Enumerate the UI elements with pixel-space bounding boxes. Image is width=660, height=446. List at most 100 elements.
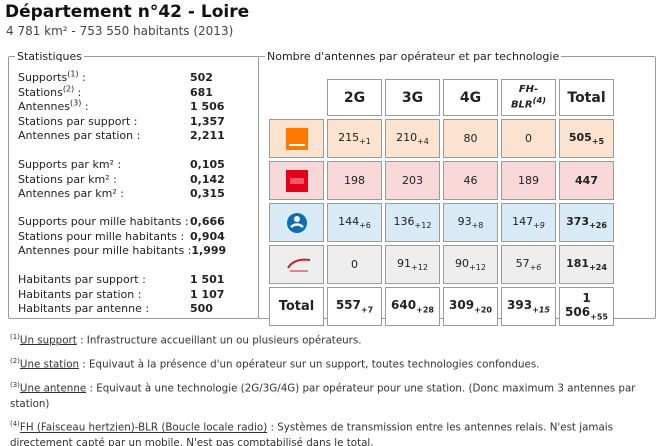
stat-row: Antennes pour mille habitants :1,999: [18, 244, 250, 259]
table-cell: 57+6: [501, 245, 556, 284]
cell-delta: +9: [533, 221, 545, 231]
operator-row: 215+1 210+4 80 0 505+5: [269, 119, 614, 158]
stat-label-suffix: :: [74, 85, 82, 99]
stat-row: Stations pour mille habitants : 0,904: [18, 230, 250, 245]
footnote-term: Une antenne: [19, 382, 87, 395]
stat-label: Antennes par km² :: [18, 187, 124, 202]
cell-delta: +1: [359, 137, 371, 147]
stat-value: 0,142: [190, 172, 225, 186]
sfr-logo-icon: [285, 169, 308, 192]
footnote-number: (1): [10, 333, 20, 341]
stat-label: Habitants par antenne :: [18, 302, 149, 317]
header-empty: [269, 79, 324, 116]
table-cell: 80: [443, 119, 498, 158]
footnote-number: (3): [10, 380, 20, 389]
stat-row: Antennes par km² : 0,315: [18, 187, 250, 202]
cell-delta: +5: [591, 137, 605, 147]
cell-value: 93: [457, 214, 472, 228]
stat-label-text: Habitants par support :: [18, 273, 146, 286]
stat-label: Stations par support :: [18, 115, 138, 130]
footnote: (2)Une station : Equivaut à la présence …: [10, 354, 652, 373]
stat-value: 1 107: [190, 287, 225, 301]
footnote-number: (4): [10, 420, 20, 429]
stat-label: Stations pour mille habitants :: [18, 230, 184, 245]
footnote-text: : Infrastructure accueillant un ou plusi…: [76, 334, 362, 347]
stat-label: Supports(1) :: [18, 70, 86, 86]
column-header: Total: [559, 79, 614, 116]
page-subtitle: 4 781 km² - 753 550 habitants (2013): [6, 24, 234, 38]
cell-value: 640: [391, 298, 417, 313]
stat-label: Supports par km² :: [18, 158, 121, 173]
cell-value: 309: [449, 298, 475, 313]
cell-value: 1 506: [565, 291, 591, 320]
stat-row: Antennes par station : 2,211: [18, 129, 250, 144]
stat-value: 0,904: [190, 229, 225, 243]
table-cell: 0: [501, 119, 556, 158]
stat-row: Habitants par station : 1 107: [18, 288, 250, 303]
table-cell: 91+12: [385, 245, 440, 284]
table-cell: 147+9: [501, 203, 556, 242]
table-cell: 210+4: [385, 119, 440, 158]
stat-row: Supports pour mille habitants :0,666: [18, 215, 250, 230]
column-header-label: FH-BLR: [510, 84, 539, 111]
footnote: (3)Une antenne : Equivaut à une technolo…: [10, 378, 652, 412]
stat-footnote-ref: (3): [70, 98, 82, 108]
cell-value: 46: [463, 174, 478, 187]
operator-row: 0 91+12 90+12 57+6 181+24: [269, 245, 614, 284]
cell-value: 181: [566, 256, 590, 270]
cell-value: 0: [351, 258, 358, 271]
stat-label: Stations(2) :: [18, 84, 82, 101]
footnote: (1)Un support : Infrastructure accueilla…: [10, 330, 652, 349]
totals-label: Total: [269, 287, 324, 326]
table-cell: 203: [385, 161, 440, 200]
stat-label: Antennes pour mille habitants :: [18, 244, 191, 259]
stat-label-text: Supports par km² :: [18, 158, 122, 171]
cell-delta: +12: [411, 263, 428, 273]
stat-label-text: Stations pour mille habitants :: [18, 229, 185, 243]
operator-logo-cell: [269, 119, 324, 158]
stat-label-text: Antennes: [18, 100, 71, 114]
antennas-legend: Nombre d'antennes par opérateur et par t…: [267, 50, 560, 63]
stat-label-suffix: :: [81, 100, 89, 114]
table-cell: 46: [443, 161, 498, 200]
stat-label: Antennes par station :: [18, 129, 140, 144]
table-cell: 0: [327, 245, 382, 284]
table-cell: 189: [501, 161, 556, 200]
total-cell: 309+20: [443, 287, 498, 326]
cell-delta: +55: [590, 312, 608, 322]
stat-group: Habitants par support :1 501 Habitants pa…: [18, 273, 250, 317]
cell-value: 136: [393, 214, 415, 228]
stat-label-text: Stations par km² :: [18, 172, 117, 186]
fh-footnote-ref: (4): [532, 95, 547, 106]
cell-value: 147: [512, 214, 534, 228]
column-header-label: 3G: [401, 89, 424, 106]
cell-value: 203: [402, 174, 423, 187]
totals-row: Total 557+7 640+28 309+20 393+15 1 506+55: [269, 287, 614, 326]
cell-value: 189: [518, 174, 539, 187]
cell-value: 210: [396, 130, 418, 144]
footnotes: (1)Un support : Infrastructure accueilla…: [10, 330, 652, 446]
stat-value: 0,315: [190, 187, 225, 201]
table-cell: 215+1: [327, 119, 382, 158]
stat-label-text: Stations: [18, 85, 63, 99]
table-header-row: 2G 3G 4G FH-BLR(4) Total: [269, 79, 614, 116]
stat-row: Habitants par antenne : 500: [18, 302, 250, 317]
cell-value: 80: [463, 132, 478, 145]
cell-delta: +6: [359, 221, 371, 231]
cell-value: 57: [515, 256, 530, 270]
stat-value: 0,105: [190, 158, 225, 171]
stat-value: 0,666: [190, 215, 225, 228]
column-header-label: 4G: [459, 89, 482, 106]
cell-delta: +20: [474, 305, 492, 315]
stat-group: Supports(1) :502 Stations(2) :681 Antennes…: [18, 70, 250, 144]
table-cell: 144+6: [327, 203, 382, 242]
cell-value: 198: [344, 174, 365, 187]
stat-label: Habitants par support :: [18, 273, 146, 288]
stat-row: Supports par km² : 0,105: [18, 158, 250, 173]
cell-value: 0: [525, 132, 532, 145]
row-total-cell: 373+26: [559, 203, 614, 242]
cell-value: 393: [507, 298, 533, 313]
stat-row: Habitants par support : 1 501: [18, 273, 250, 288]
operator-logo-cell: [269, 161, 324, 200]
column-header-label: Total: [567, 89, 606, 106]
